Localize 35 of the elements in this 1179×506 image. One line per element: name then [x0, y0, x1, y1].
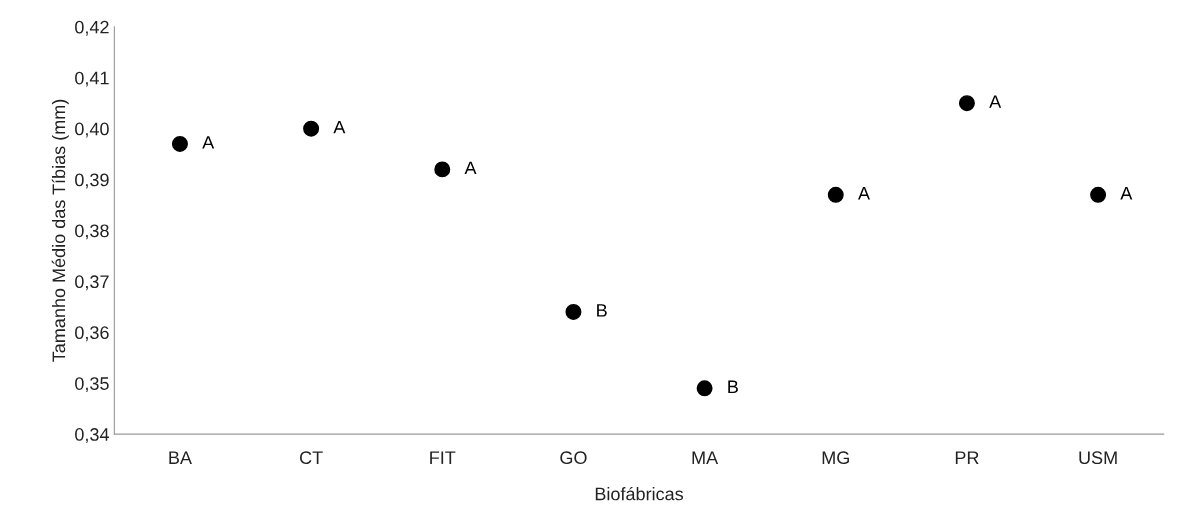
annotation: A	[1120, 187, 1133, 200]
annotation: A	[858, 187, 870, 200]
y-tick-label: 0,38	[75, 224, 109, 240]
x-tick-label: BA	[169, 451, 192, 464]
x-tick-label: PR	[955, 451, 979, 464]
y-tick-label: 0,34	[75, 428, 109, 443]
y-tick-label: 0,42	[75, 20, 109, 36]
y-tick-label: 0,39	[75, 173, 109, 189]
x-tick-label: GO	[560, 451, 587, 465]
annotation: A	[333, 120, 346, 134]
point	[171, 135, 188, 152]
point	[1090, 186, 1107, 203]
x-tick-label: MA	[692, 451, 719, 464]
y-tick-label: 0,36	[75, 326, 109, 342]
y-axis-title: Tamanho Médio das Tíbias (mm)	[51, 99, 69, 362]
y-tick-label: 0,35	[75, 377, 109, 393]
point	[958, 95, 975, 112]
x-tick-label: FIT	[430, 451, 456, 464]
x-tick-label: CT	[299, 451, 323, 465]
x-tick-label: MG	[822, 451, 849, 465]
y-tick-label: 0,40	[75, 122, 109, 138]
point	[303, 120, 320, 137]
y-tick-label: 0,37	[75, 275, 109, 291]
point	[827, 186, 844, 203]
annotation: A	[989, 95, 1002, 108]
point	[434, 161, 451, 178]
annotation: B	[728, 380, 738, 393]
annotation: B	[597, 304, 607, 317]
y-tick-label: 0,41	[75, 71, 109, 87]
x-tick-label: USM	[1079, 451, 1117, 465]
annotation: A	[202, 136, 215, 149]
x-axis-title: Biofábricas	[595, 486, 684, 501]
point	[696, 380, 713, 397]
annotation: A	[464, 161, 477, 175]
point	[565, 303, 582, 320]
